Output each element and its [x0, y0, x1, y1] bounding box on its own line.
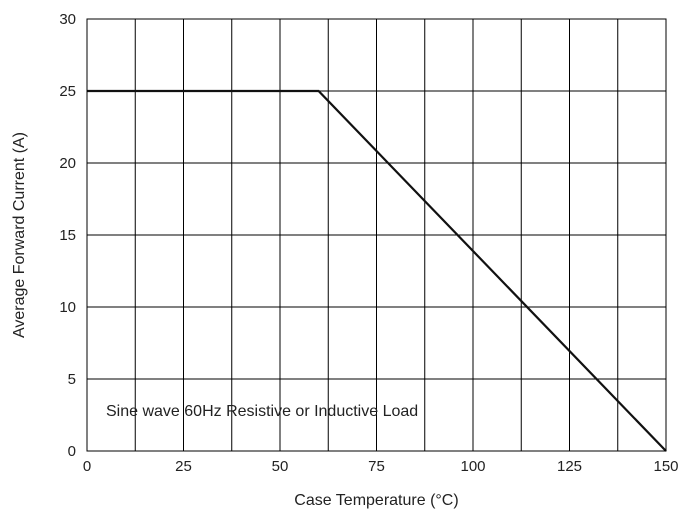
x-tick-label: 0 [83, 458, 91, 475]
series-layer [87, 89, 667, 452]
y-axis-ticks: 0 5 10 15 20 25 30 [59, 11, 76, 460]
series-line [87, 89, 667, 452]
x-tick-label: 100 [460, 458, 485, 475]
x-tick-label: 50 [272, 458, 289, 475]
plot-frame [86, 18, 667, 452]
x-tick-label: 25 [175, 458, 192, 475]
x-axis-ticks: 0 25 50 75 100 125 150 [83, 458, 679, 475]
y-tick-label: 15 [59, 227, 76, 244]
chart-annotation: Sine wave 60Hz Resistive or Inductive Lo… [106, 403, 418, 420]
y-tick-label: 30 [59, 11, 76, 28]
x-tick-label: 125 [557, 458, 582, 475]
x-tick-label: 75 [368, 458, 385, 475]
y-tick-label: 10 [59, 299, 76, 316]
y-tick-label: 20 [59, 155, 76, 172]
y-tick-label: 0 [68, 443, 76, 460]
y-tick-label: 25 [59, 83, 76, 100]
grid [87, 19, 666, 451]
x-axis-label: Case Temperature (°C) [294, 492, 458, 509]
x-tick-label: 150 [653, 458, 678, 475]
y-tick-label: 5 [68, 371, 76, 388]
y-axis-label: Average Forward Current (A) [11, 132, 28, 338]
